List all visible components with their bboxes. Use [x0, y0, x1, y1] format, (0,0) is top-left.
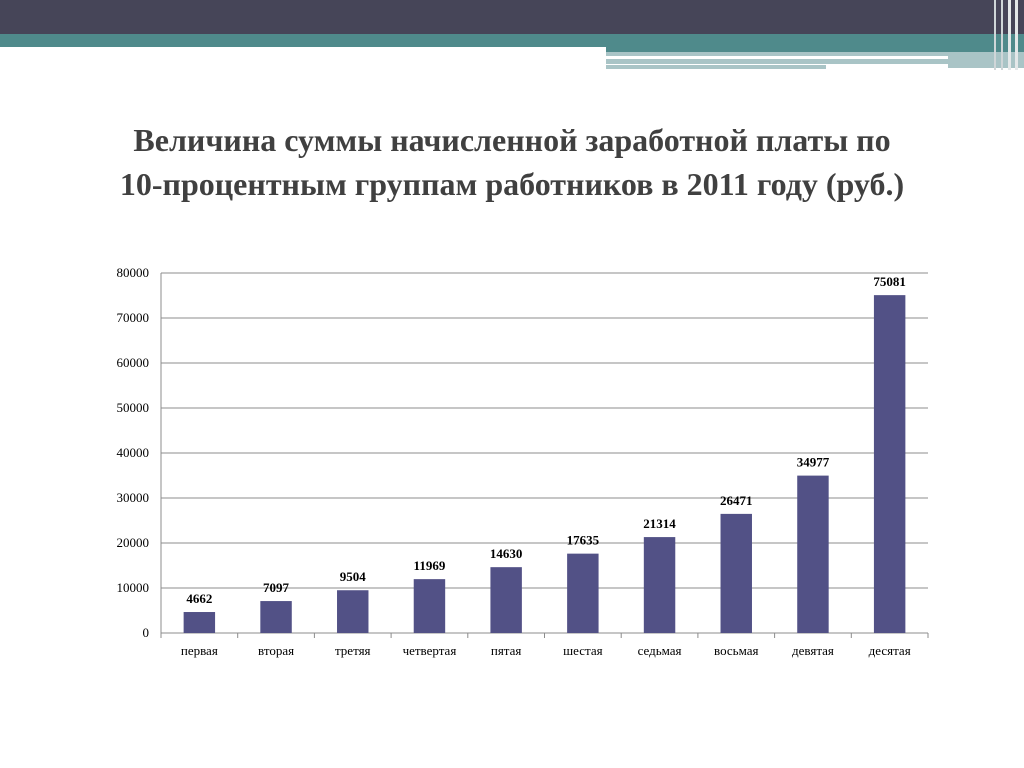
slide-header-decoration [0, 0, 1024, 70]
slide-title-line-1: Величина суммы начисленной заработной пл… [133, 122, 891, 158]
data-label: 14630 [490, 546, 523, 561]
x-category-label: пятая [491, 643, 522, 658]
x-category-label: седьмая [638, 643, 682, 658]
header-vertical-line-2 [1001, 0, 1003, 70]
chart-data-labels: 4662 7097 9504 11969 14630 17635 21314 26471 349… [186, 274, 906, 606]
bar-5 [490, 567, 522, 633]
slide-title: Величина суммы начисленной заработной пл… [40, 118, 984, 206]
x-category-label: девятая [792, 643, 834, 658]
y-tick-label: 30000 [117, 490, 150, 505]
x-category-label: шестая [563, 643, 602, 658]
bar-10 [873, 295, 906, 633]
bar-2 [260, 601, 292, 633]
data-label: 7097 [263, 580, 290, 595]
y-tick-label: 60000 [117, 355, 150, 370]
x-category-label: первая [181, 643, 218, 658]
y-tick-label: 20000 [117, 535, 150, 550]
bar-3 [337, 590, 369, 633]
x-category-label: вторая [258, 643, 294, 658]
y-tick-label: 0 [143, 625, 150, 640]
header-vertical-line-3 [1008, 0, 1011, 70]
x-category-label: восьмая [714, 643, 758, 658]
header-pale-stripe-lower [606, 59, 948, 64]
header-dark-band [0, 0, 1024, 34]
header-pale-stripe [606, 52, 1024, 56]
chart-x-ticks: первая вторая третяя четвертая пятая шестая се… [181, 643, 911, 658]
data-label: 34977 [797, 455, 830, 470]
chart-bars [183, 295, 906, 633]
header-teal-stripe-right [606, 47, 1024, 52]
y-tick-label: 80000 [117, 265, 150, 280]
header-right-block [948, 52, 1024, 68]
data-label: 26471 [720, 493, 753, 508]
bar-1 [183, 612, 216, 633]
bar-6 [567, 553, 599, 633]
header-teal-stripe [0, 34, 1024, 47]
header-pale-stripe-bottom [606, 65, 826, 69]
bar-4 [413, 579, 446, 633]
x-category-label: четвертая [403, 643, 457, 658]
bar-9 [797, 475, 829, 633]
data-label: 11969 [414, 558, 446, 573]
data-label: 9504 [340, 569, 367, 584]
bar-7 [643, 537, 676, 633]
y-tick-label: 40000 [117, 445, 150, 460]
y-tick-label: 70000 [117, 310, 150, 325]
x-category-label: третяя [335, 643, 371, 658]
chart-y-ticks: 0 10000 20000 30000 40000 50000 60000 70000 8000… [117, 265, 150, 640]
data-label: 17635 [567, 533, 600, 548]
y-tick-label: 10000 [117, 580, 150, 595]
header-vertical-line-4 [1015, 0, 1018, 70]
data-label: 75081 [873, 274, 906, 289]
x-category-label: десятая [869, 643, 911, 658]
y-tick-label: 50000 [117, 400, 150, 415]
data-label: 4662 [186, 591, 212, 606]
header-vertical-line-1 [994, 0, 996, 70]
data-label: 21314 [643, 516, 676, 531]
bar-8 [720, 513, 752, 633]
chart-gridlines [161, 272, 928, 589]
slide-title-line-2: 10-процентным группам работников в 2011 … [119, 166, 905, 202]
